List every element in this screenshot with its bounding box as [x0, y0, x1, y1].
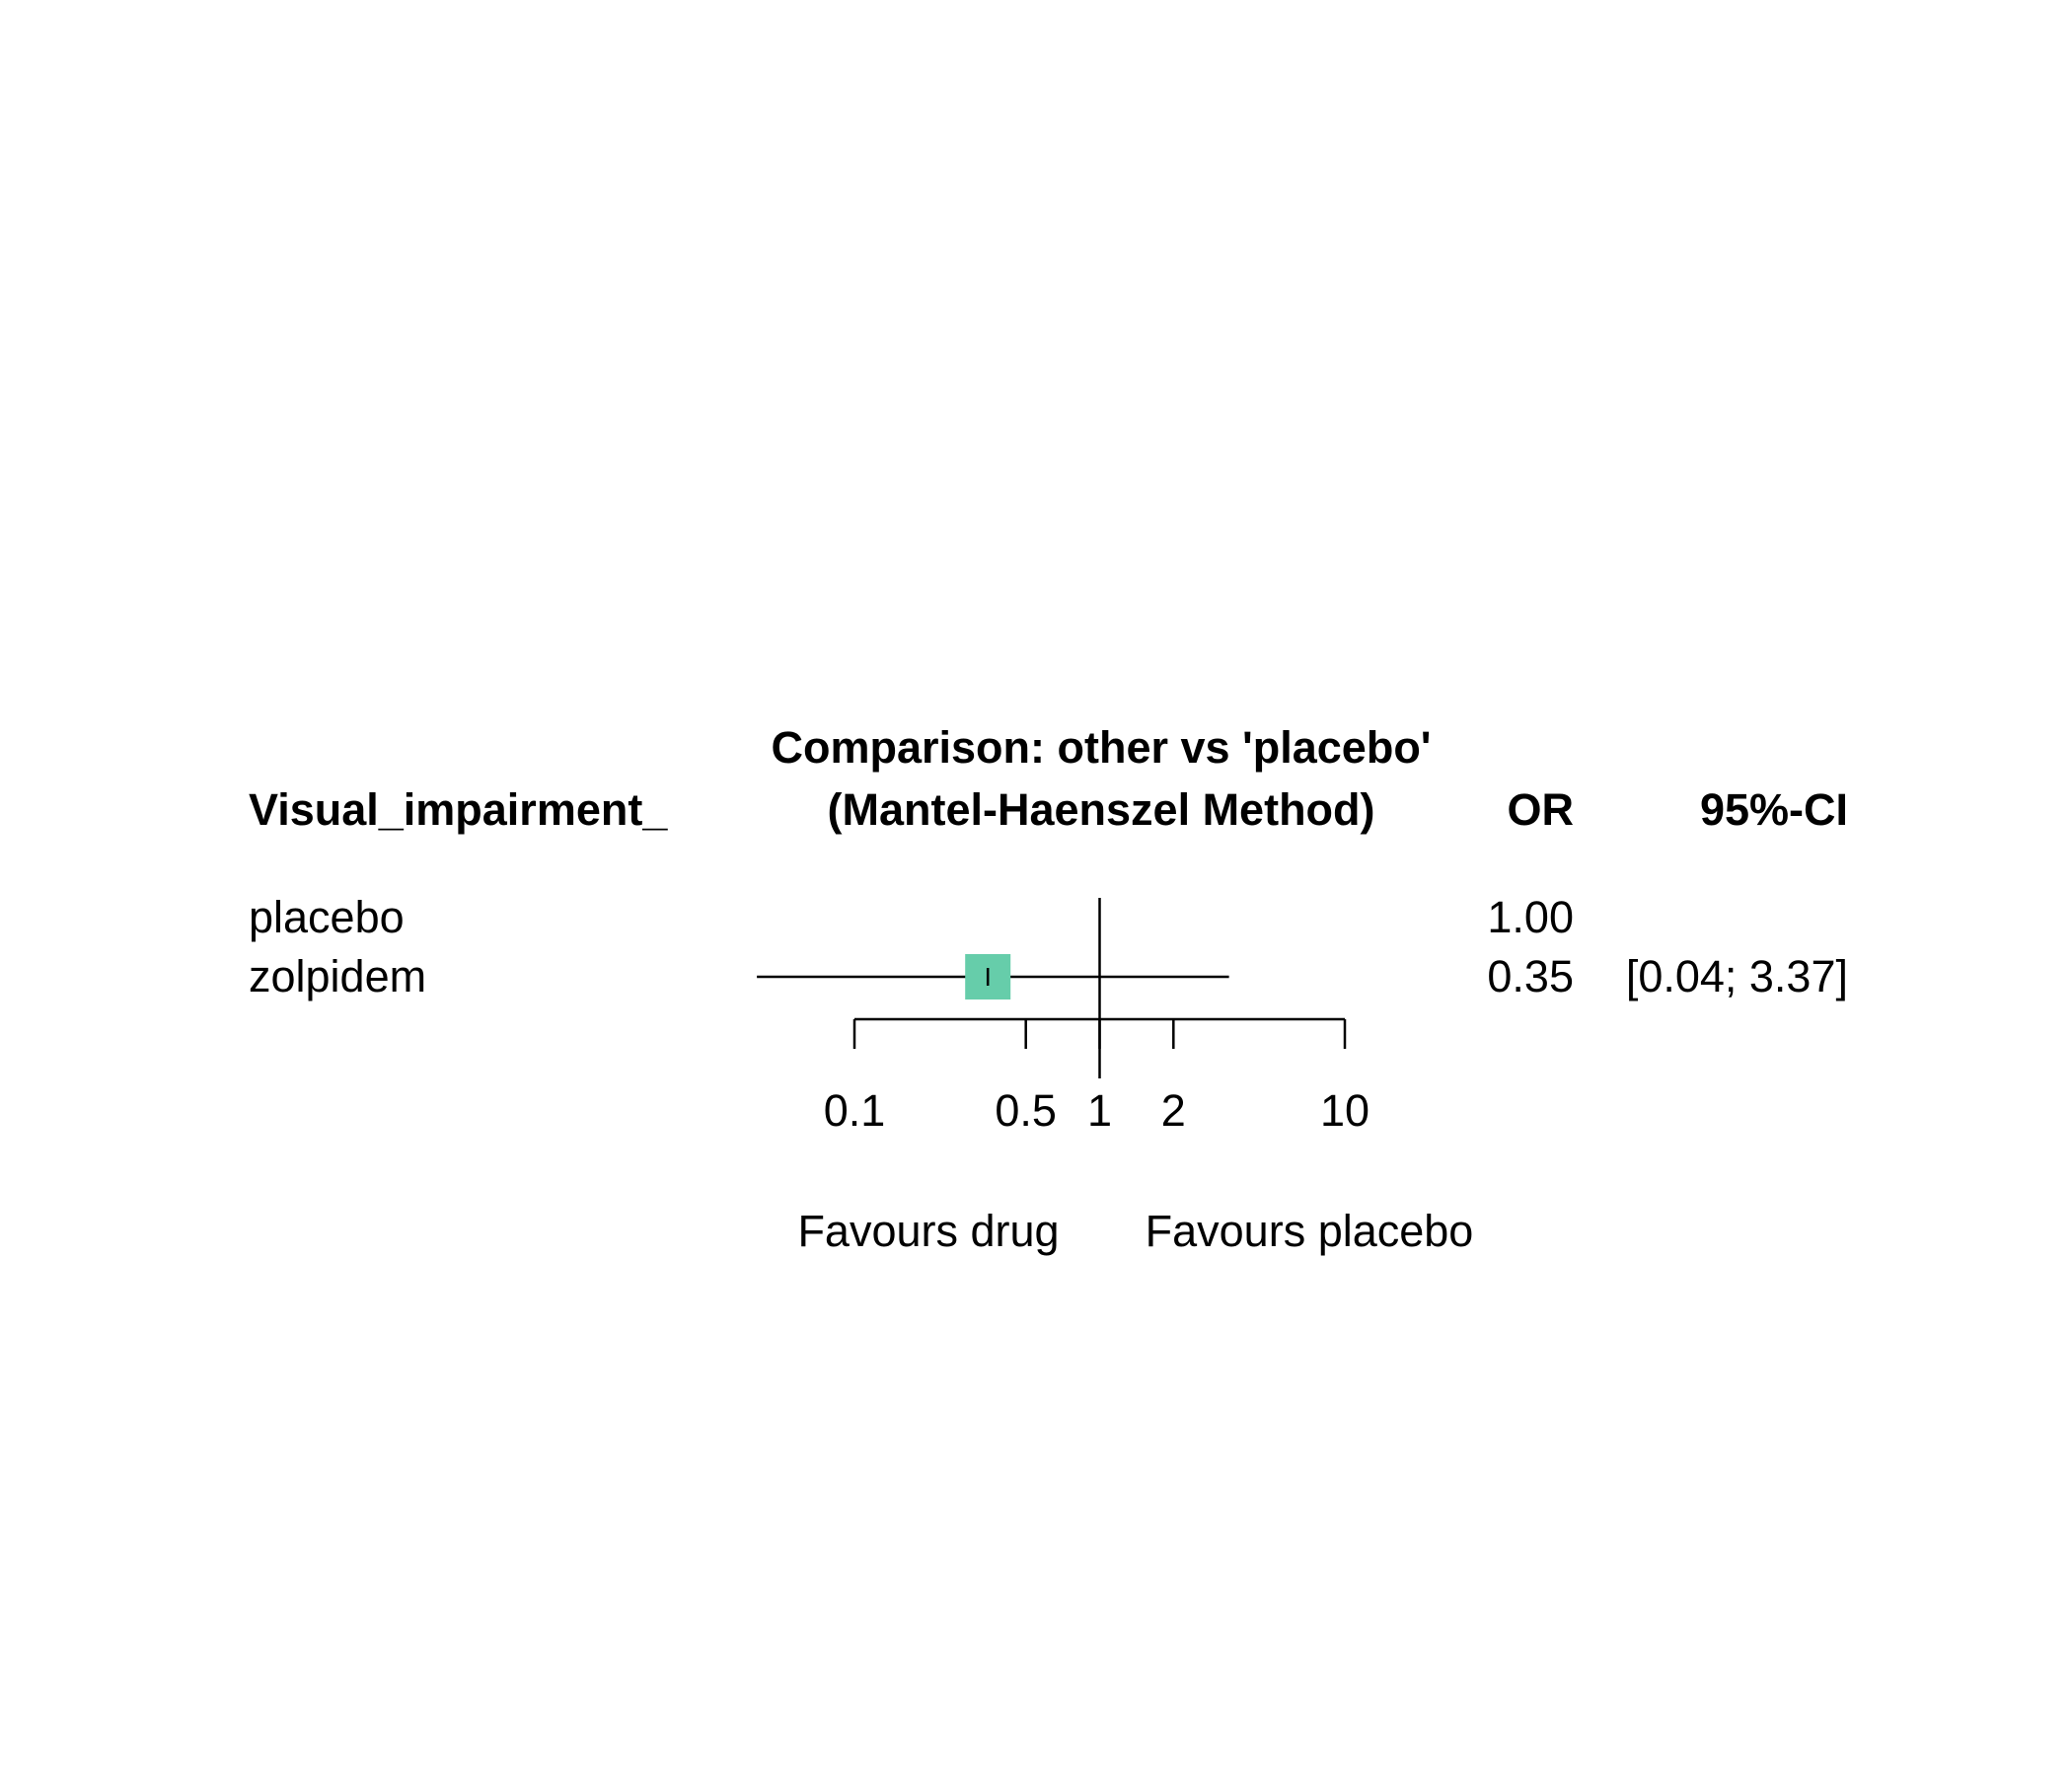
favours-left-label: Favours drug — [797, 1206, 1059, 1256]
chart-title: Comparison: other vs 'placebo' — [771, 722, 1431, 773]
chart-subtitle: (Mantel-Haenszel Method) — [827, 784, 1374, 835]
row-or-zolpidem: 0.35 — [1487, 951, 1574, 1001]
row-or-placebo: 1.00 — [1487, 892, 1574, 942]
plot-marks — [757, 898, 1229, 1078]
or-column-header: OR — [1508, 784, 1575, 835]
row-ci-zolpidem: [0.04; 3.37] — [1626, 951, 1848, 1001]
x-tick-label-2: 2 — [1161, 1085, 1186, 1136]
x-tick-label-0.1: 0.1 — [824, 1085, 886, 1136]
x-tick-label-1: 1 — [1087, 1085, 1112, 1136]
favours-labels: Favours drug Favours placebo — [797, 1206, 1473, 1256]
study-column-header: Visual_impairment_ — [249, 784, 668, 835]
x-tick-label-0.5: 0.5 — [995, 1085, 1057, 1136]
row-label-zolpidem: zolpidem — [249, 951, 426, 1001]
study-rows: placebo 1.00 zolpidem 0.35 [0.04; 3.37] — [249, 892, 1848, 1001]
row-label-placebo: placebo — [249, 892, 405, 942]
favours-right-label: Favours placebo — [1146, 1206, 1474, 1256]
header: Comparison: other vs 'placebo' Visual_im… — [249, 722, 1848, 835]
x-axis: 0.1 0.5 1 2 10 — [824, 1017, 1369, 1136]
ci-column-header: 95%-CI — [1700, 784, 1848, 835]
x-tick-label-10: 10 — [1320, 1085, 1369, 1136]
